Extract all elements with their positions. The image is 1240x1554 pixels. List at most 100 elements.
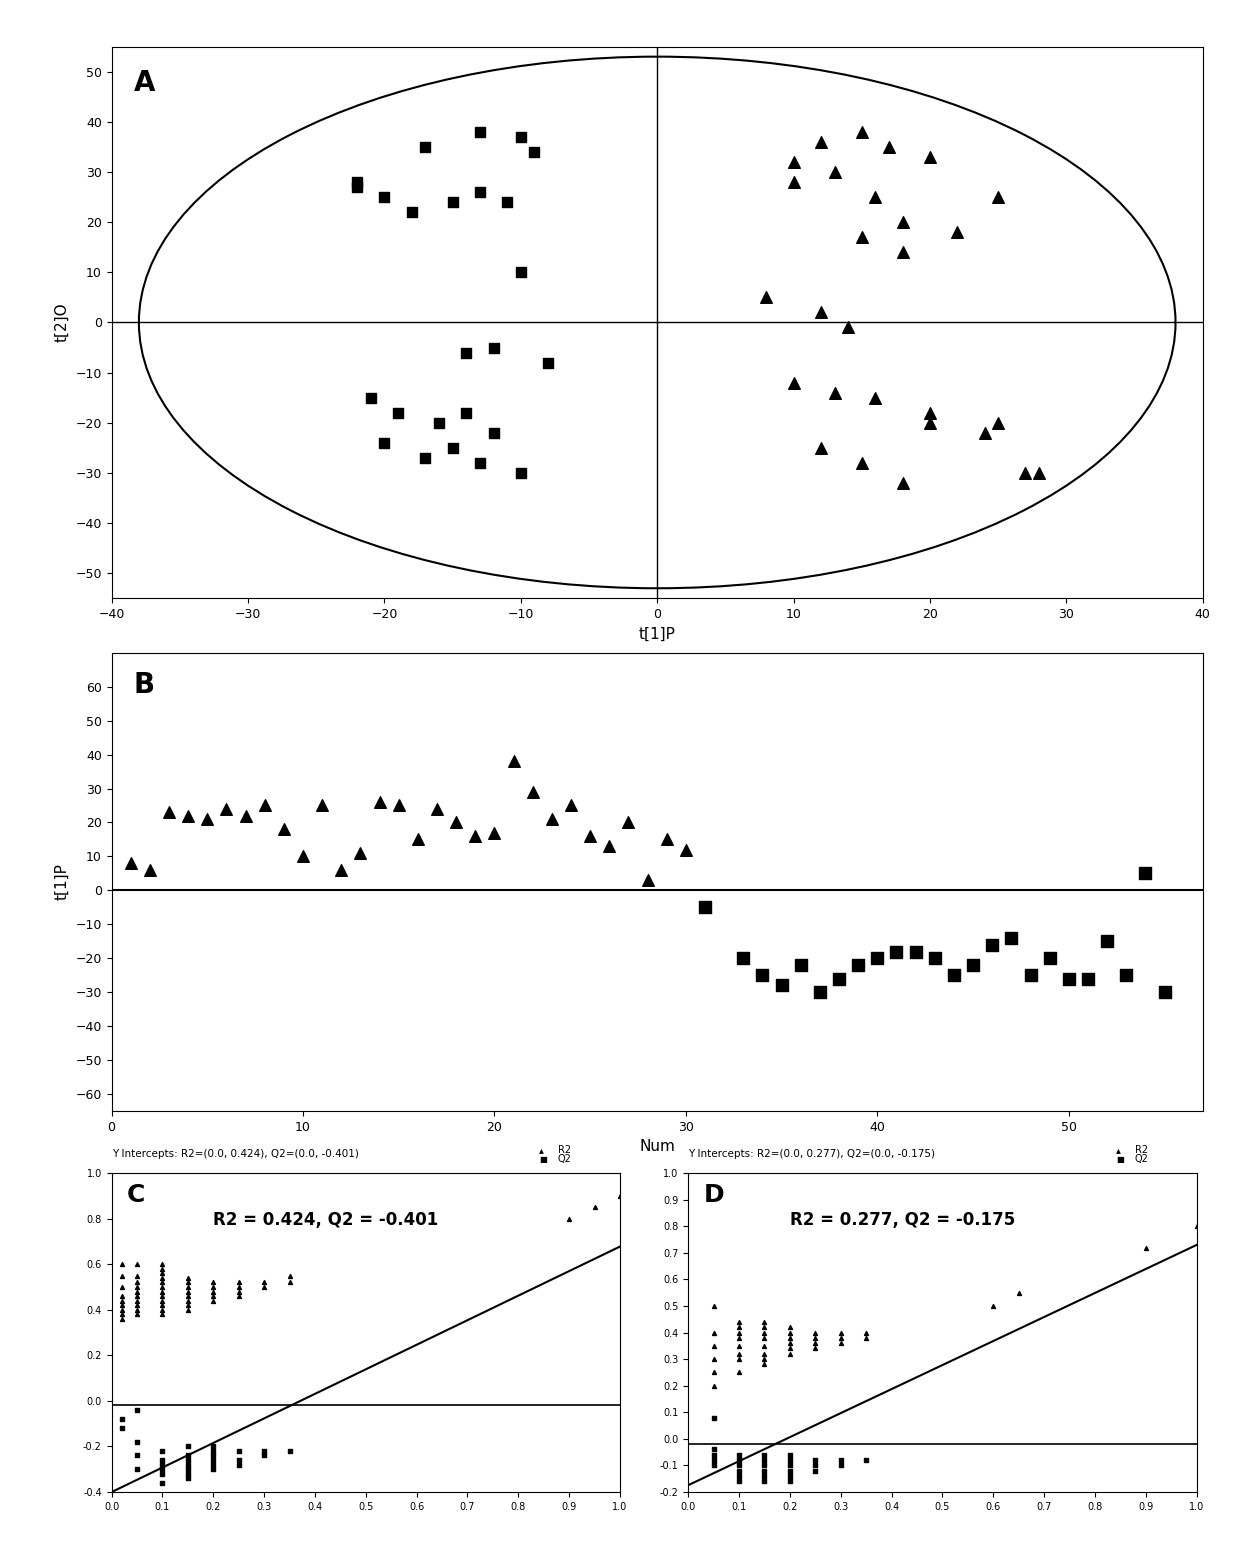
Point <box>866 385 885 410</box>
Point <box>179 1265 198 1290</box>
Point <box>153 1461 172 1486</box>
Point <box>754 1442 774 1467</box>
Point <box>838 315 858 340</box>
Point <box>780 1458 800 1483</box>
Point <box>729 1333 749 1358</box>
Point <box>374 430 394 455</box>
Point <box>753 963 773 988</box>
Point <box>179 1274 198 1299</box>
Point <box>126 1284 146 1308</box>
Point <box>1059 967 1079 991</box>
Point <box>704 1453 724 1478</box>
Point <box>523 780 543 805</box>
Point <box>179 1448 198 1473</box>
Point <box>704 1448 724 1473</box>
Point <box>780 1341 800 1366</box>
Point <box>1154 981 1174 1005</box>
Point <box>1021 963 1040 988</box>
Point <box>852 120 872 145</box>
Point <box>203 1270 223 1294</box>
Point <box>312 793 332 817</box>
Point <box>857 1448 877 1473</box>
Point <box>542 807 562 831</box>
Point <box>784 149 804 174</box>
Point <box>465 824 485 848</box>
Point <box>112 1253 131 1277</box>
Point <box>153 1298 172 1322</box>
Point <box>153 1274 172 1299</box>
Point <box>562 793 582 817</box>
Point <box>470 120 490 145</box>
Point <box>729 1347 749 1372</box>
Point <box>153 1260 172 1285</box>
Point <box>153 1284 172 1308</box>
Point <box>905 939 925 963</box>
Point <box>580 824 600 848</box>
Y-axis label: t[2]O: t[2]O <box>55 303 69 342</box>
Point <box>279 1263 299 1288</box>
Point <box>126 1270 146 1294</box>
Point <box>780 1326 800 1350</box>
Point <box>179 1298 198 1322</box>
Point <box>112 1416 131 1441</box>
Text: C: C <box>126 1183 145 1207</box>
Point <box>893 471 913 496</box>
Point <box>729 1319 749 1344</box>
Point <box>126 1456 146 1481</box>
Text: D: D <box>703 1183 724 1207</box>
Point <box>806 1319 826 1344</box>
Point <box>784 169 804 194</box>
Text: Y Intercepts: R2=(0.0, 0.277), Q2=(0.0, -0.175): Y Intercepts: R2=(0.0, 0.277), Q2=(0.0, … <box>688 1150 935 1159</box>
Point <box>879 135 899 160</box>
Point <box>203 1279 223 1304</box>
Point <box>1136 1235 1156 1260</box>
Point <box>112 1302 131 1327</box>
Point <box>415 135 435 160</box>
Point <box>848 953 868 977</box>
Point <box>347 169 367 194</box>
Point <box>279 1439 299 1464</box>
Point <box>754 1310 774 1335</box>
Point <box>443 190 463 214</box>
Point <box>153 1470 172 1495</box>
Point <box>866 185 885 210</box>
Point <box>415 446 435 471</box>
Point <box>112 1274 131 1299</box>
Text: ■: ■ <box>1116 1155 1123 1164</box>
Point <box>126 1293 146 1318</box>
Point <box>126 1397 146 1422</box>
Point <box>331 858 351 883</box>
Point <box>983 1293 1003 1318</box>
Point <box>729 1464 749 1489</box>
Text: B: B <box>134 671 155 699</box>
Point <box>857 1319 877 1344</box>
Point <box>988 185 1008 210</box>
Point <box>153 1293 172 1318</box>
Point <box>254 1270 274 1294</box>
Point <box>780 1330 800 1355</box>
Point <box>780 1315 800 1340</box>
Point <box>153 1448 172 1473</box>
Point <box>704 1347 724 1372</box>
Point <box>754 1464 774 1489</box>
Point <box>525 140 544 165</box>
Point <box>456 401 476 426</box>
Point <box>228 1451 248 1476</box>
Point <box>1016 460 1035 485</box>
Point <box>347 174 367 199</box>
Point <box>484 336 503 361</box>
Point <box>293 844 312 869</box>
Point <box>126 1263 146 1288</box>
Point <box>676 838 696 862</box>
Point <box>126 1444 146 1469</box>
Point <box>179 1434 198 1459</box>
Point <box>217 797 237 822</box>
Point <box>361 385 381 410</box>
Point <box>811 435 831 460</box>
Point <box>1187 1214 1207 1239</box>
Point <box>729 1448 749 1473</box>
Text: ■: ■ <box>539 1155 547 1164</box>
Point <box>279 1270 299 1294</box>
Point <box>754 1347 774 1372</box>
Point <box>427 797 446 822</box>
